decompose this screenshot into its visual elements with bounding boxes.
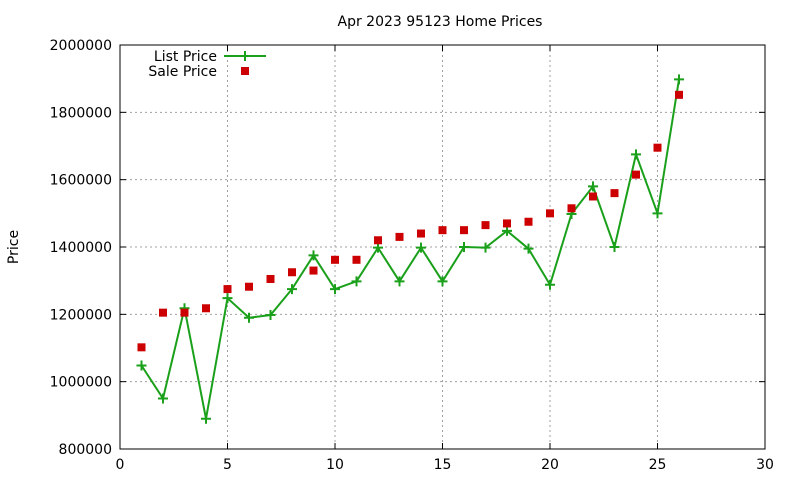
legend-label-sale-price: Sale Price — [148, 64, 217, 80]
data-point-sale-price — [266, 274, 275, 283]
data-point-list-price — [351, 276, 362, 287]
data-point-sale-price — [223, 285, 232, 294]
data-point-list-price — [330, 284, 340, 295]
data-point-list-price — [394, 276, 405, 287]
y-axis-label: Price — [6, 230, 22, 264]
data-point-list-price — [609, 242, 620, 252]
y-tick-label: 1400000 — [50, 240, 112, 256]
data-point-list-price — [437, 276, 448, 287]
data-point-sale-price — [137, 343, 146, 352]
data-point-list-price — [308, 250, 319, 261]
data-point-sale-price — [159, 308, 167, 317]
data-point-list-price — [674, 74, 684, 85]
data-point-list-price — [545, 279, 555, 290]
legend-marker-sale-price — [241, 67, 249, 75]
y-tick-label: 1600000 — [50, 173, 112, 189]
series-line-list-price — [140, 79, 680, 419]
data-point-list-price — [502, 225, 512, 236]
x-tick-label: 10 — [326, 457, 344, 473]
axis-ticks: 0 5 10 15 20 25 30 800000 1000000 1200000 1400000 1… — [50, 38, 774, 473]
y-tick-label: 1800000 — [50, 105, 112, 121]
legend-marker-list-price — [240, 51, 250, 61]
data-point-sale-price — [524, 217, 533, 226]
data-point-sale-price — [202, 304, 210, 313]
data-point-sale-price — [438, 226, 447, 235]
data-point-sale-price — [374, 236, 382, 245]
grid — [120, 45, 765, 449]
x-tick-label: 15 — [434, 457, 452, 473]
data-point-list-price — [373, 242, 383, 253]
data-point-sale-price — [180, 308, 189, 317]
data-point-list-price — [287, 284, 297, 295]
data-point-sale-price — [503, 219, 511, 228]
data-point-sale-price — [675, 90, 683, 99]
data-point-sale-price — [632, 170, 640, 179]
data-point-list-price — [652, 208, 663, 219]
data-point-list-price — [222, 293, 233, 304]
data-point-list-price — [201, 413, 211, 424]
data-point-sale-price — [610, 189, 619, 198]
y-tick-label: 1200000 — [50, 307, 112, 323]
data-point-sale-price — [288, 268, 296, 277]
data-point-sale-price — [352, 255, 361, 264]
y-tick-label: 800000 — [59, 442, 112, 458]
data-point-sale-price — [309, 266, 318, 275]
x-tick-label: 25 — [649, 457, 667, 473]
data-point-list-price — [416, 242, 426, 253]
series-list-price — [136, 74, 684, 424]
data-point-list-price — [158, 393, 168, 404]
chart-title: Apr 2023 95123 Home Prices — [338, 14, 543, 30]
x-tick-label: 0 — [116, 457, 125, 473]
x-tick-label: 5 — [223, 457, 232, 473]
data-point-sale-price — [245, 282, 253, 291]
data-point-sale-price — [481, 221, 490, 230]
x-tick-label: 20 — [541, 457, 559, 473]
data-point-sale-price — [331, 255, 339, 264]
data-point-sale-price — [417, 229, 425, 238]
x-tick-label: 30 — [756, 457, 774, 473]
series-sale-price — [137, 90, 683, 352]
data-point-list-price — [588, 181, 598, 192]
data-point-list-price — [265, 310, 276, 321]
data-point-list-price — [244, 312, 254, 323]
y-tick-label: 1000000 — [50, 375, 112, 391]
data-point-list-price — [631, 149, 641, 160]
series-layer — [136, 74, 684, 424]
legend: List Price Sale Price — [148, 49, 266, 80]
data-point-list-price — [523, 243, 534, 254]
data-point-list-price — [480, 242, 491, 253]
data-point-sale-price — [546, 209, 554, 218]
data-point-sale-price — [653, 143, 662, 152]
data-point-sale-price — [460, 226, 468, 235]
data-point-list-price — [459, 242, 469, 252]
data-point-sale-price — [395, 232, 404, 241]
y-tick-label: 2000000 — [50, 38, 112, 54]
data-point-list-price — [136, 360, 147, 371]
legend-label-list-price: List Price — [154, 49, 217, 65]
data-point-sale-price — [589, 192, 597, 201]
data-point-sale-price — [567, 204, 576, 213]
